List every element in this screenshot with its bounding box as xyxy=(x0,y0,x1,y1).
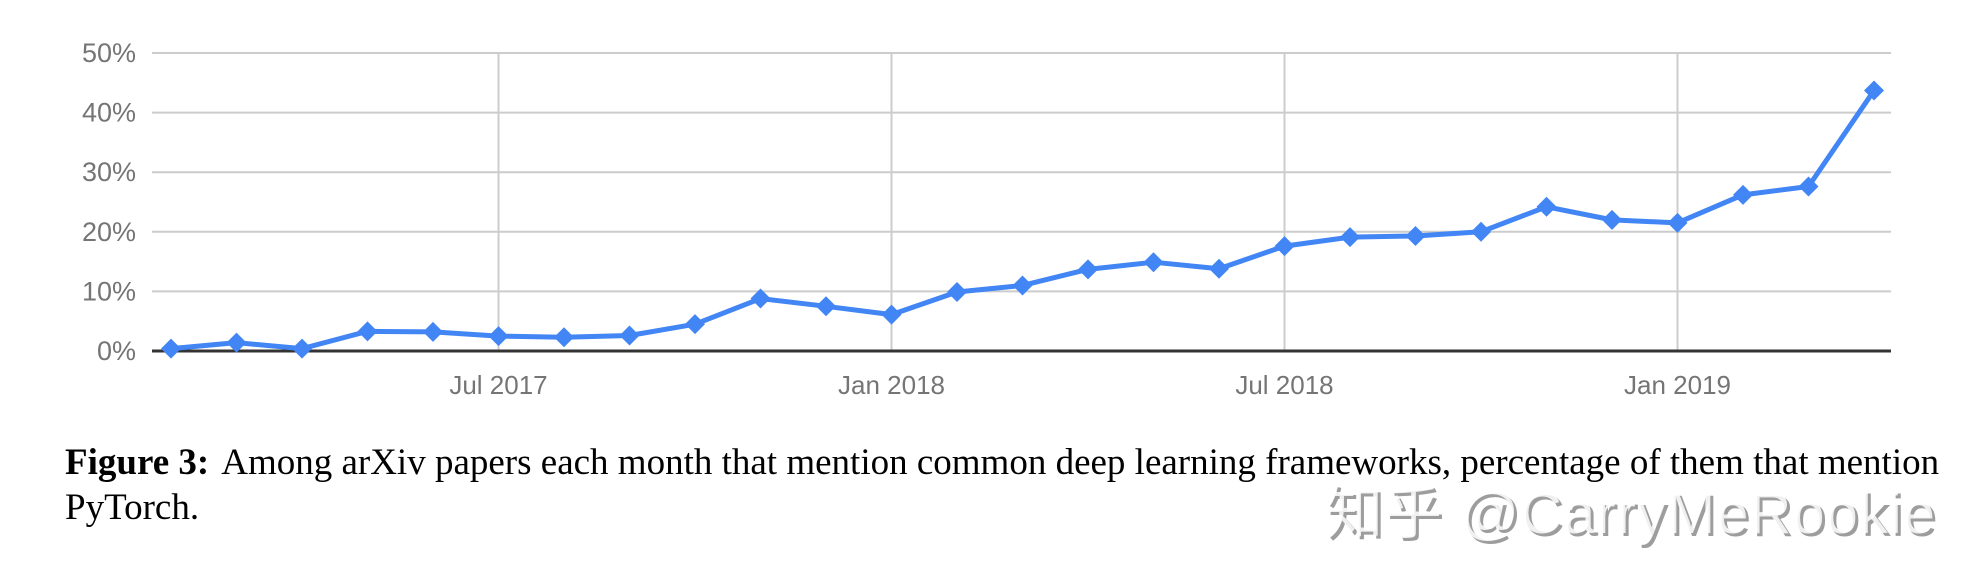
data-point-diamond-icon xyxy=(1340,227,1360,248)
line-chart: 0%10%20%30%40%50% Jul 2017 Jan 2018 Jul 20… xyxy=(82,38,1891,400)
x-axis-tick-labels: Jul 2017 Jan 2018 Jul 2018 Jan 2019 xyxy=(449,370,1731,400)
data-point-diamond-icon xyxy=(1209,258,1229,279)
data-point-diamond-icon xyxy=(1143,252,1164,273)
data-point-markers xyxy=(161,80,1884,359)
y-tick-label: 20% xyxy=(82,217,136,247)
caption-text: Among arXiv papers each month that menti… xyxy=(65,442,1940,528)
data-point-diamond-icon xyxy=(1798,176,1819,197)
y-tick-label: 0% xyxy=(97,336,136,366)
data-point-diamond-icon xyxy=(881,304,902,325)
data-point-diamond-icon xyxy=(1864,80,1884,101)
data-point-diamond-icon xyxy=(357,321,378,342)
watermark: 知乎 @CarryMeRookie xyxy=(1325,481,1936,546)
data-point-diamond-icon xyxy=(1471,221,1491,242)
data-point-diamond-icon xyxy=(685,314,705,335)
data-point-diamond-icon xyxy=(750,288,771,309)
y-axis-tick-labels: 0% 10% 20% 30% 40% 50% xyxy=(82,38,136,366)
vertical-gridlines xyxy=(497,53,1679,351)
data-point-diamond-icon xyxy=(1536,196,1557,217)
data-point-diamond-icon xyxy=(488,326,509,347)
data-point-diamond-icon xyxy=(1405,225,1426,246)
caption-label: Figure 3: xyxy=(65,442,210,483)
data-point-diamond-icon xyxy=(161,338,181,359)
data-point-diamond-icon xyxy=(1012,275,1033,296)
y-tick-label: 40% xyxy=(82,98,136,128)
data-point-diamond-icon xyxy=(1667,212,1688,233)
data-point-diamond-icon xyxy=(1602,209,1622,230)
x-tick-label: Jan 2019 xyxy=(1624,370,1731,400)
data-point-diamond-icon xyxy=(619,325,640,346)
data-point-diamond-icon xyxy=(554,327,574,348)
data-point-diamond-icon xyxy=(947,281,967,302)
figure-caption: Figure 3: Among arXiv papers each month t… xyxy=(65,440,1945,530)
data-point-diamond-icon xyxy=(423,321,443,342)
data-point-diamond-icon xyxy=(1733,184,1753,205)
data-point-diamond-icon xyxy=(1274,236,1295,257)
data-point-diamond-icon xyxy=(226,332,247,353)
y-tick-label: 10% xyxy=(82,276,136,306)
data-point-diamond-icon xyxy=(1078,259,1098,280)
data-point-diamond-icon xyxy=(816,296,836,317)
data-point-diamond-icon xyxy=(292,338,312,359)
y-tick-label: 50% xyxy=(82,38,136,68)
x-tick-label: Jul 2017 xyxy=(449,370,547,400)
y-tick-label: 30% xyxy=(82,157,136,187)
horizontal-gridlines xyxy=(152,52,1891,293)
x-tick-label: Jul 2018 xyxy=(1235,370,1333,400)
x-tick-label: Jan 2018 xyxy=(838,370,945,400)
